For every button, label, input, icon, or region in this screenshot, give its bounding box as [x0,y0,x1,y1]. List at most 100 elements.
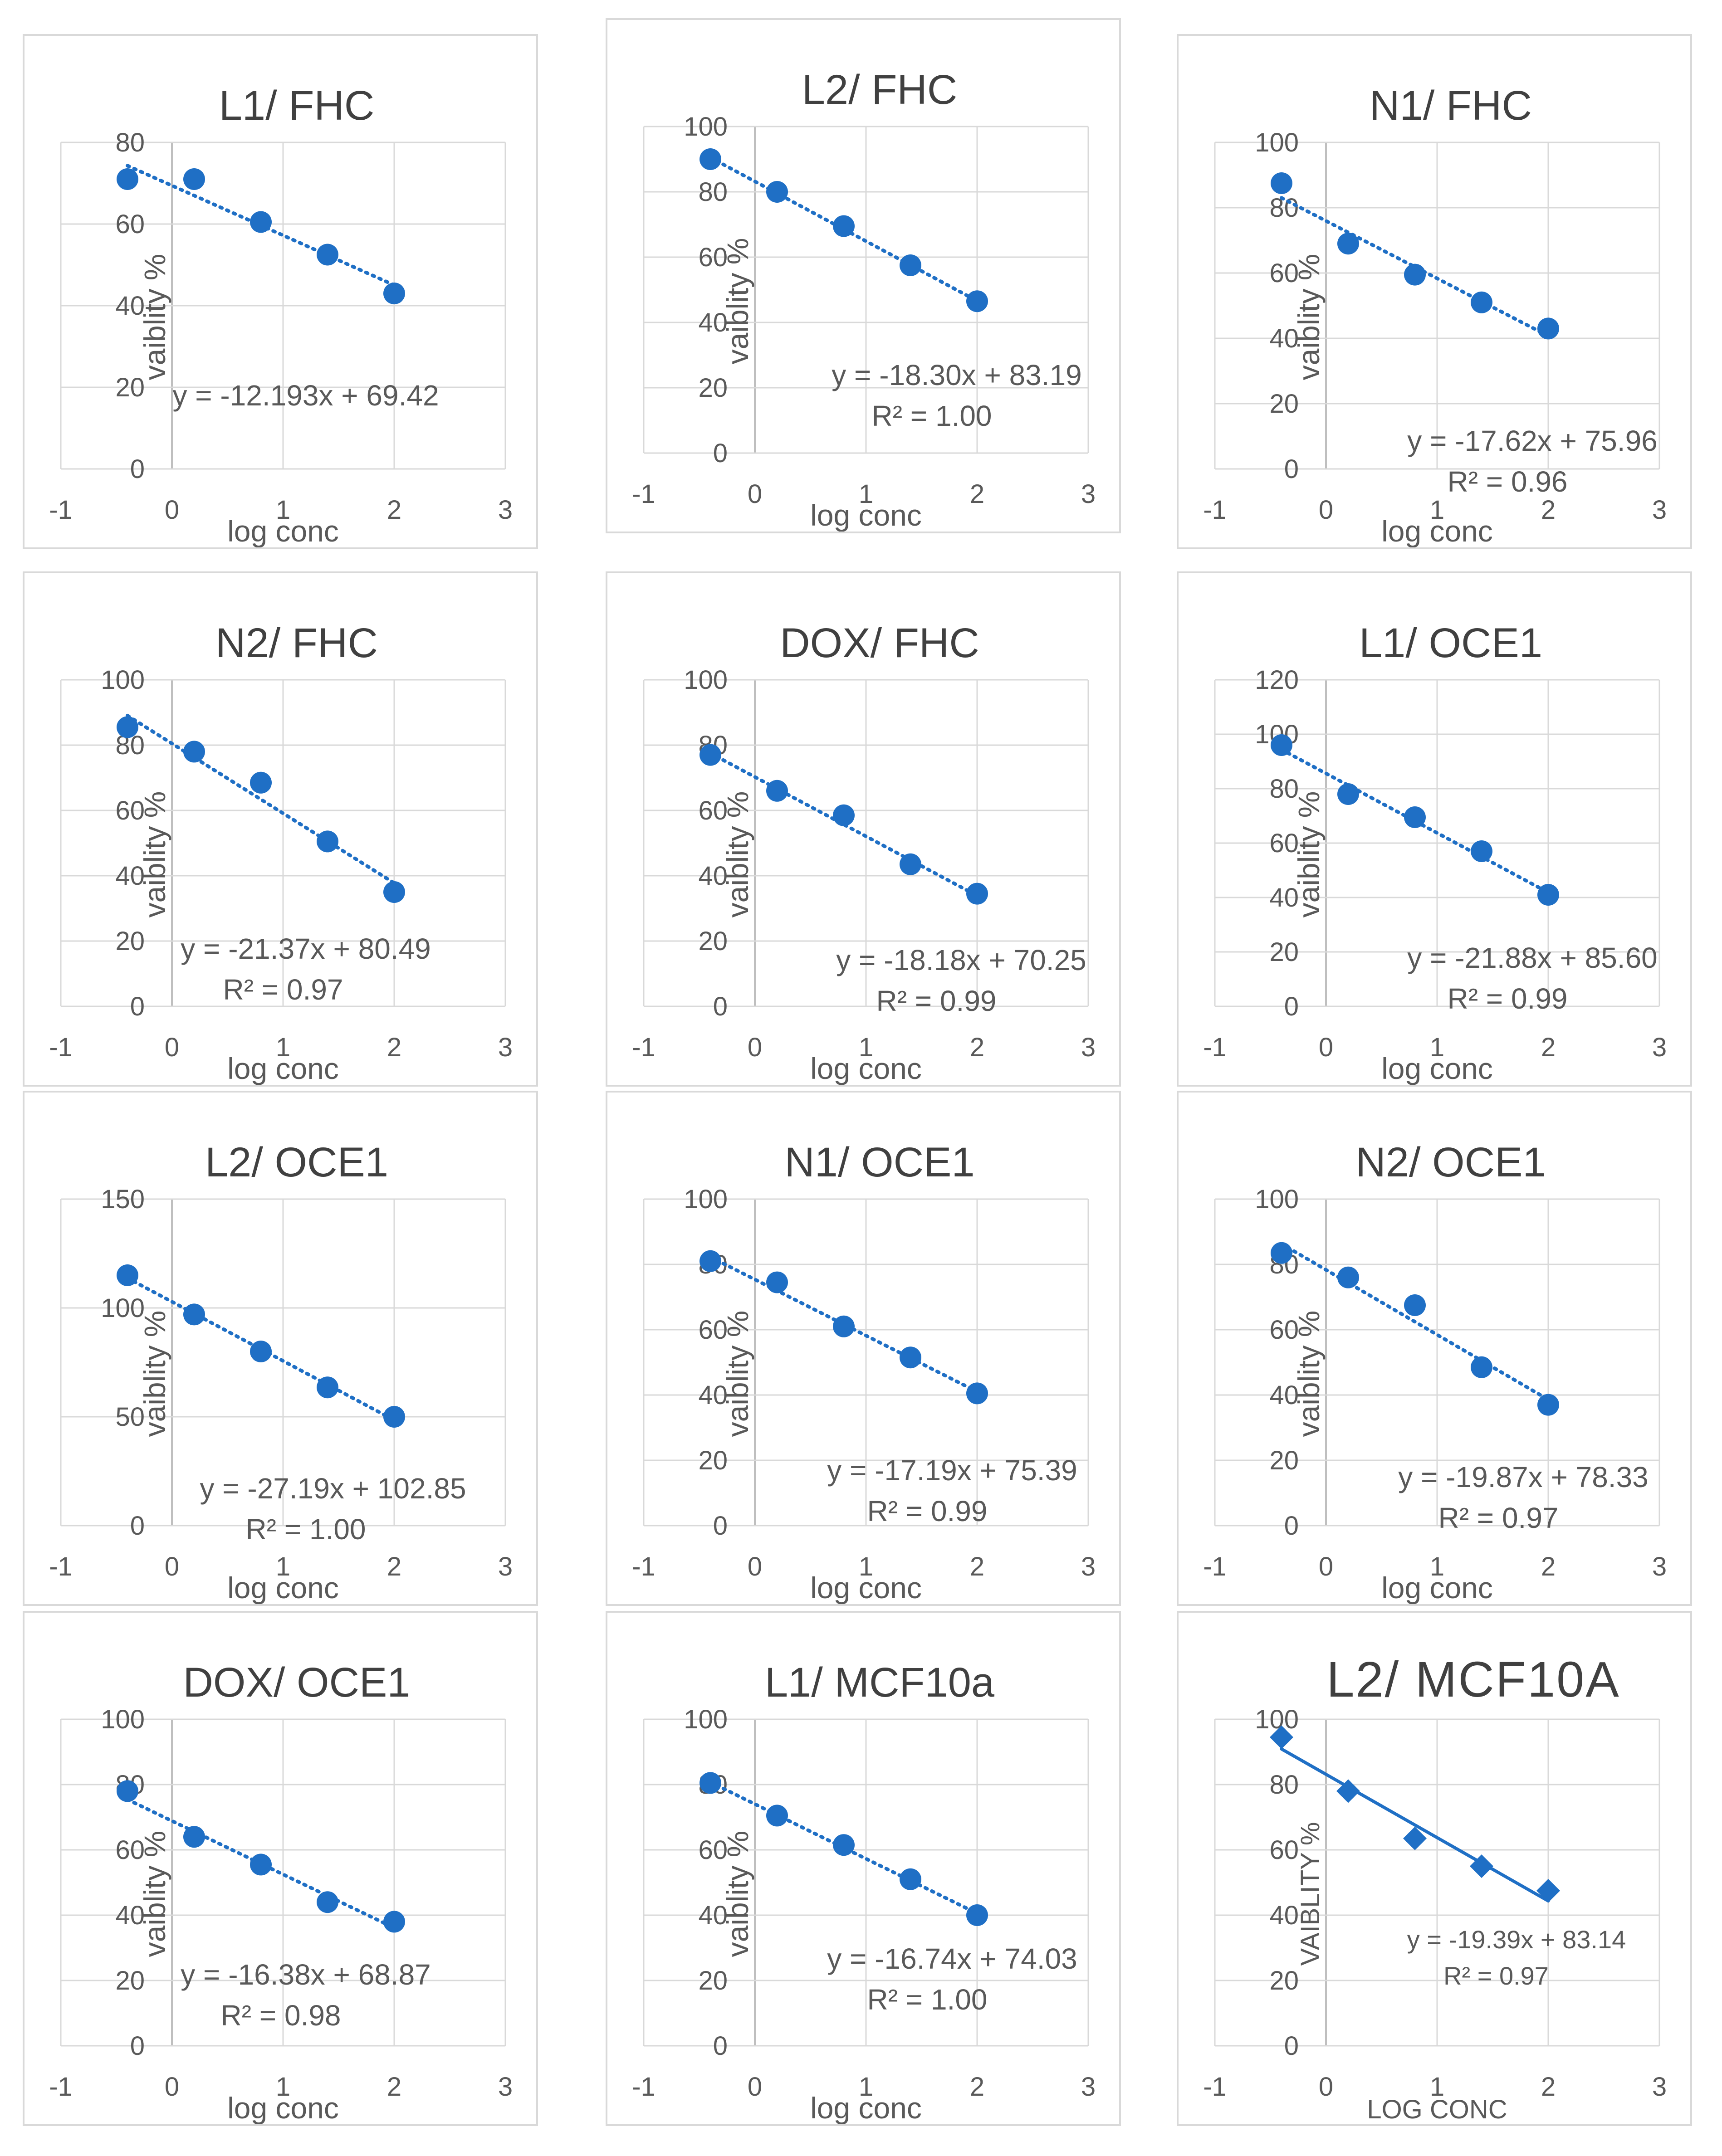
x-tick-label: 0 [165,2072,179,2102]
x-tick-label: 1 [1430,2072,1444,2102]
chart-svg: -1 0 1 2 3 0 20 40 60 80 100 L2/ FHC log conc vaiblit… [632,67,1096,532]
data-point [317,1891,338,1913]
x-tick-label: 3 [1081,479,1096,509]
y-tick-label: 0 [130,454,145,484]
y-tick-label: 100 [101,665,145,695]
chart-title: DOX/ FHC [780,620,979,666]
x-tick-label: 1 [859,1033,873,1062]
y-tick-label: 20 [698,1966,728,1995]
x-tick-label: -1 [1203,1552,1227,1581]
data-point [1537,1394,1559,1416]
x-tick-label: 0 [165,1033,179,1062]
chart-title: L1/ MCF10a [765,1659,995,1706]
data-point [1471,1356,1492,1378]
x-tick-label: 0 [1319,1552,1333,1581]
x-axis-label: log conc [227,1571,339,1604]
data-point [1403,1826,1427,1850]
y-tick-label: 0 [1284,454,1299,484]
chart-title: N2/ FHC [215,620,378,666]
y-tick-label: 60 [698,796,728,825]
chart-title: L1/ FHC [219,83,375,129]
data-point [117,168,138,190]
x-tick-label: 1 [276,1033,290,1062]
x-tick-label: 2 [970,1552,984,1581]
chart-title: N1/ FHC [1370,83,1532,129]
y-axis-label: vaiblity % [721,238,754,365]
x-tick-label: -1 [632,1033,656,1062]
chart-svg: -1 0 1 2 3 0 20 40 60 80 L1/ FHC log conc vaiblity %… [49,83,513,547]
data-point [183,1303,205,1326]
y-axis-label: vaiblity % [721,1311,754,1437]
chart-panel: -1 0 1 2 3 0 20 40 60 80 100 120 L1/ OCE1 log conc vai… [1177,571,1692,1087]
y-axis-label: vaiblity % [721,1831,754,1957]
y-tick-label: 40 [1269,324,1299,353]
y-tick-label: 40 [115,861,145,891]
data-point [383,283,405,304]
trendline-equation: y = -17.62x + 75.96 [1407,424,1658,457]
y-tick-label: 60 [115,210,145,239]
y-tick-label: 20 [1269,1446,1299,1475]
y-tick-label: 0 [1284,2031,1299,2061]
trendline [709,1255,979,1394]
x-tick-label: 1 [276,1552,290,1581]
y-tick-label: 20 [1269,937,1299,967]
x-tick-label: 0 [165,1552,179,1581]
x-tick-label: 2 [970,1033,984,1062]
r-squared-label: R² = 1.00 [867,1983,987,2016]
x-tick-label: 2 [970,2072,984,2102]
y-tick-label: 100 [101,1705,145,1734]
x-tick-label: 2 [1541,2072,1556,2102]
x-axis-label: log conc [810,2091,922,2124]
y-tick-label: 100 [1255,1185,1299,1214]
x-tick-label: 2 [1541,1552,1556,1581]
chart-title: N2/ OCE1 [1355,1139,1546,1185]
x-axis-label: log conc [227,2091,339,2124]
y-tick-label: 100 [101,1293,145,1323]
chart-panel: -1 0 1 2 3 0 20 40 60 80 100 L2/ MCF10A LOG CONC VAIB… [1177,1611,1692,2126]
data-point [183,1826,205,1848]
y-tick-label: 0 [1284,1511,1299,1541]
y-tick-label: 0 [713,992,728,1021]
x-tick-label: -1 [49,495,73,525]
y-tick-label: 100 [1255,128,1299,157]
y-tick-label: 120 [1255,665,1299,695]
x-axis-label: log conc [810,1571,922,1604]
y-axis-label: VAIBLITY % [1296,1822,1325,1966]
y-tick-label: 60 [1269,829,1299,858]
y-tick-label: 60 [1269,1315,1299,1345]
data-point [900,1346,921,1369]
data-point [1537,884,1559,906]
y-tick-label: 0 [713,1511,728,1541]
y-tick-label: 60 [115,796,145,825]
x-tick-label: 0 [1319,2072,1333,2102]
y-tick-label: 80 [1269,1770,1299,1800]
data-point [117,716,138,738]
r-squared-label: R² = 0.99 [1447,982,1567,1015]
x-tick-label: 3 [498,495,513,525]
y-tick-label: 100 [1255,1705,1299,1734]
data-point [900,853,921,875]
x-tick-label: 2 [970,479,984,509]
data-point [966,1382,988,1405]
data-point [833,804,855,826]
data-point [250,771,272,794]
r-squared-label: R² = 0.98 [220,1999,341,2032]
trendline-equation: y = -18.18x + 70.25 [836,944,1086,976]
x-axis-label: LOG CONC [1367,2095,1507,2124]
x-tick-label: 1 [859,2072,873,2102]
x-tick-label: 0 [1319,495,1333,525]
y-tick-label: 50 [115,1402,145,1432]
x-tick-label: 3 [498,1033,513,1062]
x-tick-label: 3 [498,1552,513,1581]
x-tick-label: -1 [49,2072,73,2102]
x-tick-label: 0 [748,1033,762,1062]
y-tick-label: 100 [684,1705,728,1734]
data-point [1470,1854,1493,1878]
trendline-equation: y = -27.19x + 102.85 [200,1472,466,1505]
y-tick-label: 100 [684,1185,728,1214]
